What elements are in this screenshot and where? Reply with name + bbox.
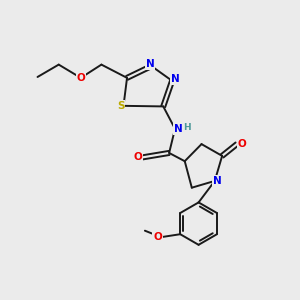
- Text: H: H: [184, 123, 191, 132]
- Text: O: O: [153, 232, 162, 242]
- Text: N: N: [174, 124, 182, 134]
- Text: S: S: [117, 101, 124, 111]
- Text: N: N: [146, 59, 154, 69]
- Text: O: O: [238, 139, 247, 149]
- Text: O: O: [134, 152, 142, 162]
- Text: N: N: [213, 176, 221, 186]
- Text: O: O: [76, 73, 85, 83]
- Text: N: N: [171, 74, 179, 84]
